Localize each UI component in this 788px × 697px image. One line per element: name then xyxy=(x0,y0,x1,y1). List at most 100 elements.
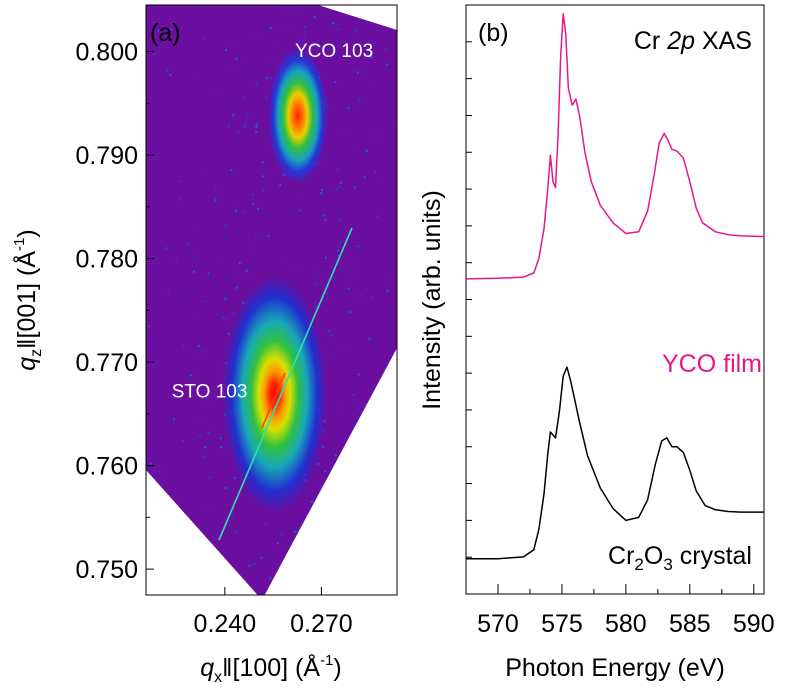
noise-pixel xyxy=(299,8,302,11)
noise-pixel xyxy=(220,446,222,449)
noise-pixel xyxy=(337,168,339,171)
noise-pixel xyxy=(246,113,249,116)
noise-pixel xyxy=(365,69,368,72)
noise-pixel xyxy=(319,174,322,177)
noise-pixel xyxy=(195,313,198,316)
noise-pixel xyxy=(231,513,234,516)
noise-pixel xyxy=(215,123,218,125)
noise-pixel xyxy=(354,30,356,33)
noise-pixel xyxy=(248,564,251,567)
noise-pixel xyxy=(242,123,244,126)
panel-b: 570 575 580 585 590 (b) Cr 2p XAS YCO film C… xyxy=(418,4,775,682)
noise-pixel xyxy=(255,130,258,133)
noise-pixel xyxy=(158,471,161,474)
noise-pixel xyxy=(356,202,359,205)
noise-pixel xyxy=(254,33,257,36)
noise-pixel xyxy=(192,539,195,542)
panel-b-y-minor-ticks xyxy=(466,41,472,558)
noise-pixel xyxy=(311,490,314,493)
noise-pixel xyxy=(165,247,168,249)
noise-pixel xyxy=(368,406,371,409)
noise-pixel xyxy=(149,462,152,465)
noise-pixel xyxy=(334,81,337,84)
noise-pixel xyxy=(381,177,384,180)
noise-pixel xyxy=(237,283,240,285)
noise-pixel xyxy=(374,108,377,111)
noise-pixel xyxy=(340,8,343,11)
noise-pixel xyxy=(360,97,363,100)
noise-pixel xyxy=(253,244,256,247)
noise-pixel xyxy=(225,27,228,30)
noise-pixel xyxy=(347,162,350,165)
noise-pixel xyxy=(315,282,318,285)
noise-pixel xyxy=(327,330,330,333)
noise-pixel xyxy=(297,596,299,598)
noise-pixel xyxy=(200,166,203,168)
noise-pixel xyxy=(308,537,311,540)
noise-pixel xyxy=(252,247,255,250)
x-tick-label: 575 xyxy=(541,610,583,638)
noise-pixel xyxy=(260,556,263,559)
noise-pixel xyxy=(320,542,322,545)
noise-pixel xyxy=(289,212,292,215)
noise-pixel xyxy=(214,199,217,202)
noise-pixel xyxy=(388,587,391,590)
noise-pixel xyxy=(330,334,333,337)
noise-pixel xyxy=(261,161,264,164)
noise-pixel xyxy=(359,248,362,251)
noise-pixel xyxy=(339,181,342,184)
noise-pixel xyxy=(357,373,360,376)
noise-pixel xyxy=(253,562,256,565)
x-tick-label: 580 xyxy=(605,610,647,638)
noise-pixel xyxy=(167,289,170,292)
noise-pixel xyxy=(321,500,324,503)
panel-a-frame xyxy=(145,4,398,596)
noise-pixel xyxy=(267,61,270,64)
x-tick-label: 0.240 xyxy=(194,610,257,638)
noise-pixel xyxy=(326,296,329,299)
noise-pixel xyxy=(262,189,265,192)
noise-pixel xyxy=(386,63,389,66)
noise-pixel xyxy=(335,188,338,191)
noise-pixel xyxy=(244,59,247,62)
noise-pixel xyxy=(338,254,340,257)
noise-pixel xyxy=(170,28,173,31)
noise-pixel xyxy=(378,466,381,469)
noise-pixel xyxy=(281,6,283,9)
noise-pixel xyxy=(366,74,369,76)
noise-pixel xyxy=(369,439,372,442)
noise-pixel xyxy=(197,387,200,390)
noise-pixel xyxy=(376,215,379,218)
noise-pixel xyxy=(328,591,331,594)
noise-pixel xyxy=(349,311,352,314)
noise-pixel xyxy=(150,336,153,339)
noise-pixel xyxy=(169,73,172,76)
noise-pixel xyxy=(250,73,253,76)
noise-pixel xyxy=(386,290,389,293)
noise-pixel xyxy=(299,210,302,213)
noise-pixel xyxy=(301,41,304,44)
noise-pixel xyxy=(293,530,296,533)
noise-pixel xyxy=(292,527,295,530)
noise-pixel xyxy=(353,186,356,189)
noise-pixel xyxy=(340,348,343,350)
noise-pixel xyxy=(179,198,182,201)
noise-pixel xyxy=(295,11,298,14)
noise-pixel xyxy=(339,407,342,410)
noise-pixel xyxy=(235,58,238,60)
noise-pixel xyxy=(339,551,342,554)
noise-pixel xyxy=(198,227,200,230)
noise-pixel xyxy=(179,180,182,183)
noise-pixel xyxy=(310,501,313,503)
noise-pixel xyxy=(231,206,234,208)
noise-pixel xyxy=(219,597,221,599)
noise-pixel xyxy=(204,446,207,448)
noise-pixel xyxy=(218,452,220,454)
panel-a-label: (a) xyxy=(150,19,181,47)
noise-pixel xyxy=(294,6,297,9)
noise-pixel xyxy=(175,578,178,581)
noise-pixel xyxy=(348,586,351,588)
noise-pixel xyxy=(367,254,370,257)
noise-pixel xyxy=(205,397,208,400)
panel-b-x-label: Photon Energy (eV) xyxy=(505,654,725,682)
